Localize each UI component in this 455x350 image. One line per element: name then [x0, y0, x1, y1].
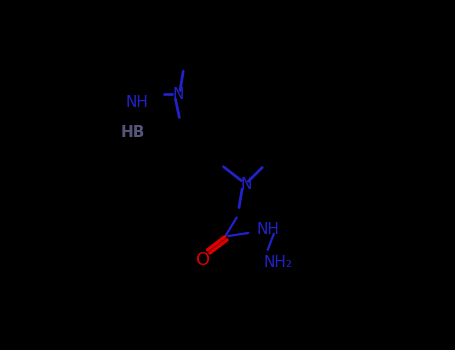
Text: NH: NH [256, 222, 279, 237]
Text: N: N [173, 87, 184, 102]
Text: HB: HB [121, 125, 145, 140]
Text: N: N [240, 177, 252, 192]
Text: NH: NH [125, 94, 148, 110]
Text: NH₂: NH₂ [263, 256, 292, 271]
Text: O: O [196, 251, 210, 269]
